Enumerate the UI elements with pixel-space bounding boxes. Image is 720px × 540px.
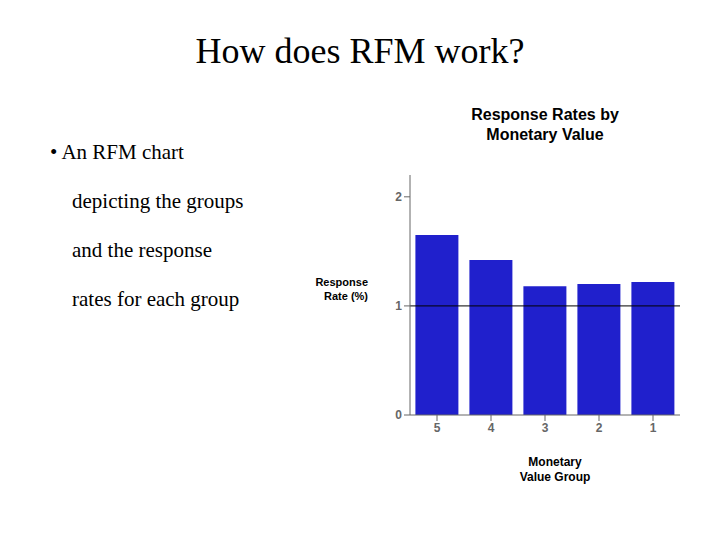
svg-text:5: 5 <box>434 421 441 435</box>
html-text:rates for each group: rates for each group <box>72 287 240 311</box>
svg-text:0: 0 <box>395 408 402 422</box>
html-text:• An RFM chart: • An RFM chart <box>50 140 184 164</box>
html-text:Monetary: Monetary <box>528 455 582 469</box>
svg-text:2: 2 <box>395 190 402 204</box>
svg-text:2: 2 <box>596 421 603 435</box>
svg-text:1: 1 <box>395 299 402 313</box>
html-text:Rate (%): Rate (%) <box>324 290 368 302</box>
html-text:Value Group: Value Group <box>519 470 591 484</box>
html-text:Monetary Value: Monetary Value <box>486 126 604 143</box>
html-text:Response Rates by: Response Rates by <box>471 106 619 123</box>
html-text:and the response: and the response <box>72 238 212 262</box>
svg-text:3: 3 <box>542 421 549 435</box>
html-text:How does RFM work?: How does RFM work? <box>195 31 525 71</box>
html-text:depicting the groups: depicting the groups <box>72 189 244 213</box>
svg-text:1: 1 <box>650 421 657 435</box>
svg-text:4: 4 <box>488 421 495 435</box>
html-text:Response: Response <box>315 276 368 288</box>
